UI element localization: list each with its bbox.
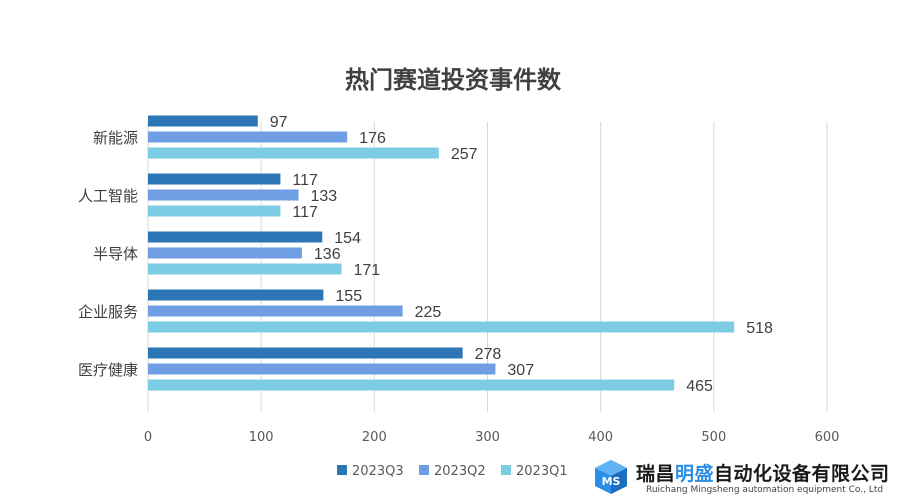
x-tick-labels: 0 100 200 300 400 500 600: [144, 430, 840, 445]
bar-2023Q1-0: [148, 147, 439, 159]
x-tick-label-300: 300: [475, 430, 500, 445]
legend-swatch-2023Q2: [419, 465, 429, 475]
value-label-2023Q2-3: 225: [415, 304, 442, 321]
bar-2023Q2-0: [148, 131, 348, 143]
legend-label-2023Q2: 2023Q2: [434, 464, 486, 479]
bar-2023Q1-2: [148, 263, 342, 275]
logo-english-name: Ruichang Mingsheng automation equipment …: [646, 485, 884, 495]
value-label-2023Q3-2: 154: [334, 230, 361, 247]
value-label-2023Q1-4: 465: [686, 378, 713, 395]
legend-swatch-2023Q3: [337, 465, 347, 475]
logo-name-accent: 明盛: [675, 463, 715, 485]
x-tick-label-200: 200: [362, 430, 387, 445]
bar-2023Q3-0: [148, 115, 258, 127]
legend-label-2023Q3: 2023Q3: [352, 464, 404, 479]
value-label-2023Q2-4: 307: [507, 362, 534, 379]
company-logo: MS 瑞昌明盛自动化设备有限公司 Ruichang Mingsheng auto…: [592, 458, 916, 500]
category-label-1: 人工智能: [78, 187, 138, 205]
x-tick-label-500: 500: [701, 430, 726, 445]
value-label-2023Q3-1: 117: [292, 172, 318, 189]
category-label-0: 新能源: [93, 129, 138, 147]
value-label-2023Q2-0: 176: [359, 130, 386, 147]
bar-2023Q2-3: [148, 305, 403, 317]
legend-swatch-2023Q1: [501, 465, 511, 475]
category-label-2: 半导体: [93, 245, 138, 263]
bar-2023Q2-1: [148, 189, 299, 201]
x-tick-label-100: 100: [249, 430, 274, 445]
ms-cube-logo-icon: MS: [595, 460, 627, 494]
value-label-2023Q1-3: 518: [746, 320, 773, 337]
bar-2023Q3-2: [148, 231, 323, 243]
x-tick-label-0: 0: [144, 430, 152, 445]
chart-title: 热门赛道投资事件数: [345, 66, 562, 94]
x-tick-label-400: 400: [588, 430, 613, 445]
logo-company-name: 瑞昌明盛自动化设备有限公司: [636, 459, 890, 486]
bar-2023Q1-1: [148, 205, 281, 217]
bar-2023Q1-4: [148, 379, 675, 391]
bar-2023Q2-2: [148, 247, 302, 259]
value-label-2023Q2-1: 133: [311, 188, 338, 205]
value-label-2023Q3-3: 155: [335, 288, 362, 305]
bar-2023Q1-3: [148, 321, 735, 333]
category-label-4: 医疗健康: [78, 361, 138, 379]
gridlines: [147, 122, 828, 412]
value-label-2023Q1-0: 257: [451, 146, 478, 163]
x-tick-label-600: 600: [815, 430, 840, 445]
legend-label-2023Q1: 2023Q1: [516, 464, 568, 479]
logo-name-part2: 自动化设备有限公司: [714, 463, 890, 485]
svg-text:MS: MS: [602, 475, 621, 488]
value-label-2023Q1-1: 117: [292, 204, 318, 221]
value-label-2023Q2-2: 136: [314, 246, 341, 263]
value-label-2023Q3-4: 278: [475, 346, 502, 363]
value-label-2023Q3-0: 97: [270, 114, 288, 131]
value-label-2023Q1-2: 171: [354, 262, 381, 279]
bar-2023Q3-3: [148, 289, 324, 301]
logo-name-part1: 瑞昌: [636, 463, 676, 485]
bar-2023Q3-1: [148, 173, 281, 185]
category-label-3: 企业服务: [78, 303, 138, 321]
bar-2023Q3-4: [148, 347, 463, 359]
bar-2023Q2-4: [148, 363, 496, 375]
legend: 2023Q3 2023Q2 2023Q1: [337, 464, 568, 479]
